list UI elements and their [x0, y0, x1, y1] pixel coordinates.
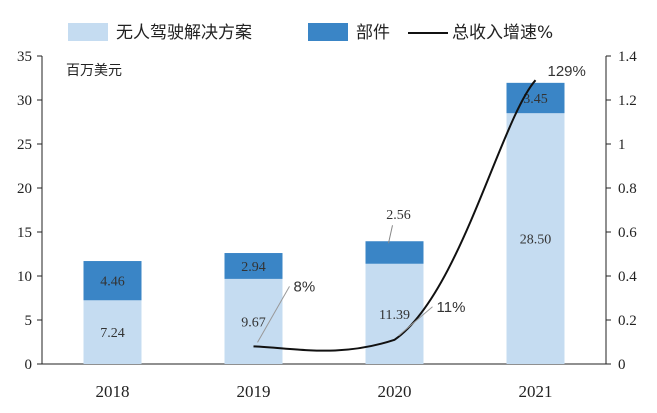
- y-left-tick-label: 15: [17, 225, 32, 241]
- y-left-tick-label: 35: [17, 49, 32, 65]
- legend-swatch-solutions: [68, 23, 108, 41]
- bar-parts: [506, 82, 565, 114]
- bar-solutions: [224, 278, 283, 364]
- data-label-solutions: 7.24: [100, 326, 125, 341]
- y-right-tick-label: 1.4: [618, 49, 637, 65]
- y-axis-unit-label: 百万美元: [66, 63, 122, 79]
- x-tick-label: 2019: [237, 382, 271, 401]
- y-left-tick-label: 20: [17, 181, 32, 197]
- y-left-tick-label: 25: [17, 137, 32, 153]
- growth-label-leader: [257, 286, 290, 343]
- y-right-tick-label: 1.2: [618, 93, 637, 109]
- x-axis-ticks: 2018 2019 2020 2021: [96, 382, 553, 401]
- y-left-tick-label: 0: [25, 357, 33, 373]
- data-label-solutions: 11.39: [379, 308, 410, 323]
- data-label-parts: 2.94: [241, 260, 266, 275]
- y-right-tick-label: 0.4: [618, 269, 637, 285]
- data-label-solutions: 9.67: [241, 315, 266, 330]
- y-left-tick-label: 10: [17, 269, 32, 285]
- y-axis-left-ticks: 0 5 10 15 20 25 30 35: [17, 49, 42, 373]
- data-label-solutions: 28.50: [520, 233, 552, 248]
- y-axis-right-ticks: 0 0.2 0.4 0.6 0.8 1 1.2 1.4: [606, 49, 637, 373]
- bar-solutions: [83, 300, 142, 364]
- x-tick-label: 2020: [378, 382, 412, 401]
- legend-label-solutions: 无人驾驶解决方案: [116, 23, 252, 43]
- bar-solutions: [365, 263, 424, 364]
- data-label-parts: 3.45: [523, 92, 548, 107]
- bar-solutions: [506, 113, 565, 364]
- bar-parts: [365, 241, 424, 264]
- growth-line-group: 8% 11% 129%: [253, 63, 586, 352]
- x-tick-label: 2018: [96, 382, 130, 401]
- growth-data-label: 8%: [294, 278, 316, 295]
- legend: 无人驾驶解决方案 部件 总收入增速%: [68, 23, 553, 43]
- bar-parts: [224, 253, 283, 279]
- data-label-parts: 4.46: [100, 275, 125, 290]
- growth-label-leader: [398, 306, 433, 337]
- growth-data-label: 129%: [548, 63, 586, 80]
- y-left-tick-label: 30: [17, 93, 32, 109]
- y-left-tick-label: 5: [25, 313, 33, 329]
- growth-data-label: 11%: [437, 299, 466, 316]
- y-right-tick-label: 0.6: [618, 225, 637, 241]
- legend-label-growth: 总收入增速%: [452, 23, 553, 43]
- bars: 7.24 4.46 9.67 2.94 11.39 2.56 28.50 3.45: [83, 82, 565, 364]
- data-label-leader: [388, 225, 393, 244]
- bar-parts: [83, 261, 142, 301]
- y-right-tick-label: 0.2: [618, 313, 637, 329]
- y-right-tick-label: 1: [618, 137, 626, 153]
- legend-swatch-parts: [308, 23, 348, 41]
- legend-label-parts: 部件: [356, 23, 390, 43]
- y-right-tick-label: 0.8: [618, 181, 637, 197]
- y-right-tick-label: 0: [618, 357, 626, 373]
- x-tick-label: 2021: [519, 382, 553, 401]
- data-label-parts: 2.56: [386, 208, 411, 223]
